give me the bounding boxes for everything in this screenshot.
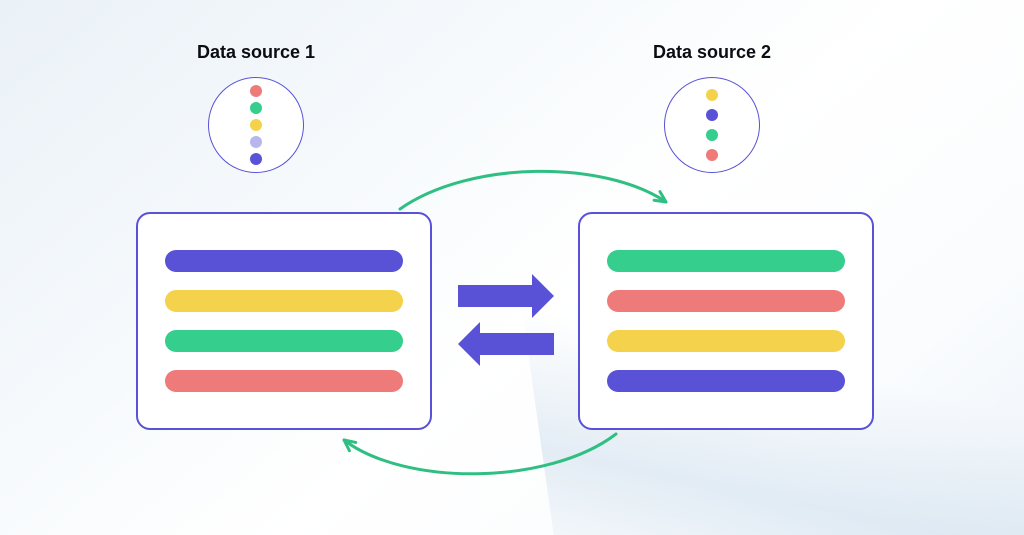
exchange-arrows-icon	[436, 260, 576, 380]
diagram-stage: Data source 1 Data source 2	[0, 0, 1024, 535]
panel-right-bar	[607, 290, 845, 312]
sync-arrow-bottom	[344, 434, 616, 474]
data-source-2-dot	[706, 129, 718, 141]
panel-right-bar	[607, 330, 845, 352]
data-source-2-dot	[706, 149, 718, 161]
data-source-2-label: Data source 2	[653, 42, 771, 63]
arrow-left-icon	[458, 322, 554, 366]
arrow-right-icon	[458, 274, 554, 318]
panel-left-bar	[165, 250, 403, 272]
sync-arrow-top-head-icon	[654, 192, 666, 202]
data-source-1-dot	[250, 119, 262, 131]
panel-right-bar	[607, 250, 845, 272]
sync-arrow-top	[400, 171, 666, 209]
panel-right	[578, 212, 874, 430]
data-source-1-dot	[250, 153, 262, 165]
data-source-1: Data source 1	[136, 42, 376, 173]
data-source-1-dot	[250, 85, 262, 97]
panel-left-bar	[165, 290, 403, 312]
data-source-2-dot	[706, 109, 718, 121]
data-source-1-dot	[250, 102, 262, 114]
data-source-1-circle	[208, 77, 304, 173]
sync-arrow-bottom-head-icon	[344, 440, 356, 451]
data-source-2: Data source 2	[592, 42, 832, 173]
data-source-2-dot	[706, 89, 718, 101]
data-source-1-label: Data source 1	[197, 42, 315, 63]
panel-right-bar	[607, 370, 845, 392]
data-source-2-circle	[664, 77, 760, 173]
panel-left-bar	[165, 330, 403, 352]
data-source-1-dot	[250, 136, 262, 148]
panel-left-bar	[165, 370, 403, 392]
panel-left	[136, 212, 432, 430]
